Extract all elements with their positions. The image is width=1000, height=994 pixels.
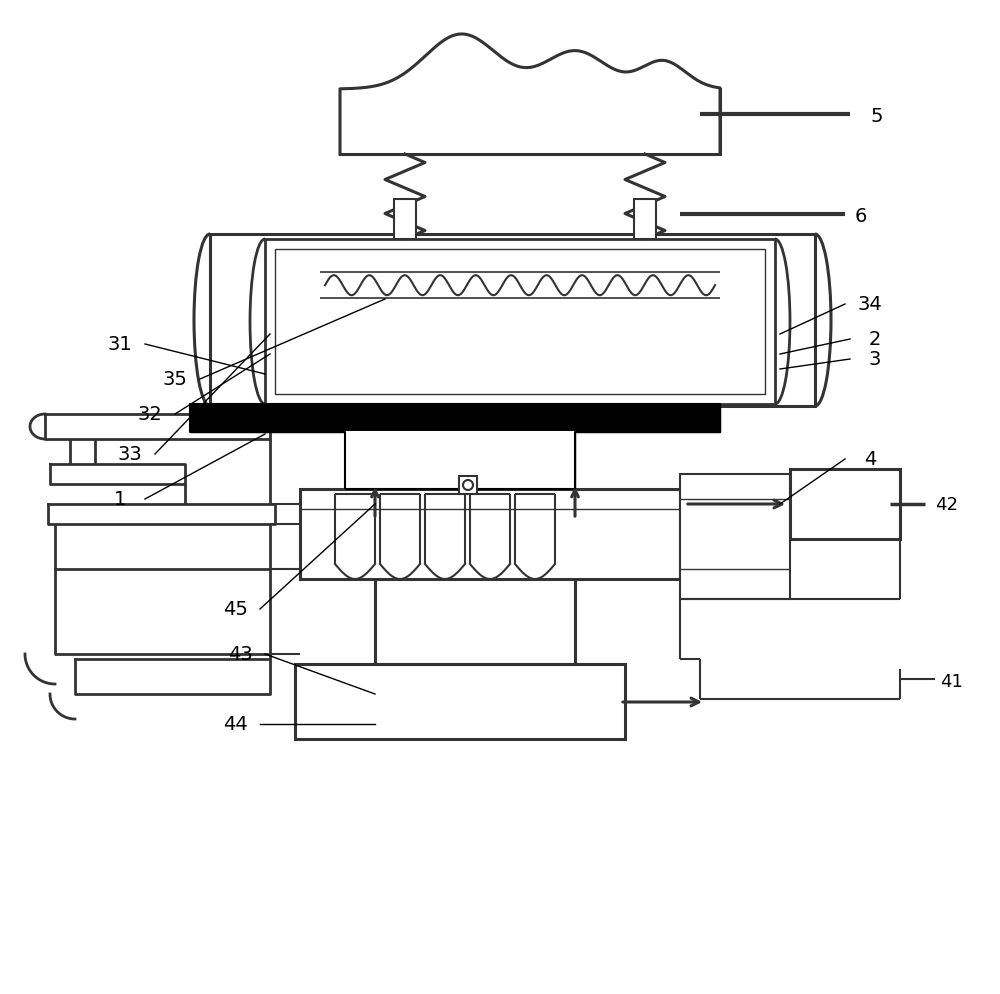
Bar	[275, 249, 765, 395]
Text: 44: 44	[223, 715, 247, 734]
Text: 35: 35	[163, 370, 187, 389]
Text: 45: 45	[223, 600, 247, 619]
Text: 2: 2	[869, 330, 881, 349]
Text: 31: 31	[108, 335, 132, 354]
Bar	[340, 89, 720, 155]
Bar	[345, 432, 575, 489]
Bar	[295, 664, 625, 740]
Polygon shape	[340, 35, 720, 155]
Polygon shape	[55, 570, 270, 654]
Text: 43: 43	[228, 645, 252, 664]
Text: 5: 5	[870, 107, 883, 126]
Bar	[634, 200, 656, 240]
Circle shape	[463, 480, 473, 490]
Polygon shape	[48, 505, 275, 525]
Polygon shape	[50, 464, 185, 484]
Bar	[459, 476, 477, 494]
Polygon shape	[190, 405, 720, 489]
Text: 33: 33	[118, 445, 142, 464]
Bar	[790, 469, 900, 540]
Polygon shape	[45, 414, 270, 439]
Text: 32: 32	[138, 406, 162, 424]
Text: 6: 6	[855, 208, 867, 227]
Bar	[210, 235, 815, 407]
Text: 42: 42	[935, 495, 958, 514]
Bar	[680, 474, 790, 599]
Bar	[300, 489, 680, 580]
Bar	[265, 240, 775, 405]
Text: 4: 4	[864, 450, 876, 469]
Text: 3: 3	[869, 350, 881, 369]
Bar	[394, 200, 416, 240]
Text: 1: 1	[114, 490, 126, 509]
Text: 34: 34	[858, 295, 882, 314]
Polygon shape	[75, 659, 270, 694]
Text: 41: 41	[940, 672, 963, 690]
